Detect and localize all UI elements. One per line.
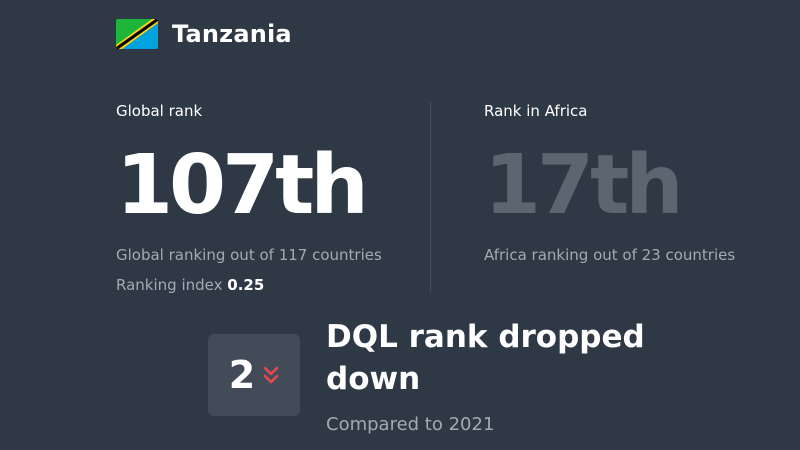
africa-rank-description: Africa ranking out of 23 countries — [484, 246, 736, 264]
country-header: Tanzania — [116, 18, 292, 50]
global-rank-value: 107th — [116, 138, 369, 233]
africa-rank-value: 17th — [484, 138, 684, 233]
tanzania-flag-icon — [116, 19, 158, 49]
africa-rank-label: Rank in Africa — [484, 102, 588, 120]
ranking-index-value: 0.25 — [227, 276, 265, 294]
ranking-index: Ranking index 0.25 — [116, 274, 382, 296]
africa-rank-section: Rank in Africa 17th Africa ranking out o… — [484, 100, 735, 266]
global-rank-section: Global rank 107th Global ranking out of … — [116, 100, 382, 296]
dql-comparison-text: Compared to 2021 — [326, 414, 495, 435]
rank-change-badge: 2 — [208, 334, 300, 416]
country-name: Tanzania — [172, 20, 292, 48]
double-chevron-down-icon — [263, 366, 279, 384]
dql-rank-title: DQL rank dropped down — [326, 319, 645, 397]
global-rank-description: Global ranking out of 117 countries — [116, 246, 382, 264]
section-divider — [430, 102, 431, 292]
global-rank-label: Global rank — [116, 102, 203, 120]
rank-change-value: 2 — [228, 353, 256, 397]
ranking-index-label: Ranking index — [116, 276, 223, 294]
